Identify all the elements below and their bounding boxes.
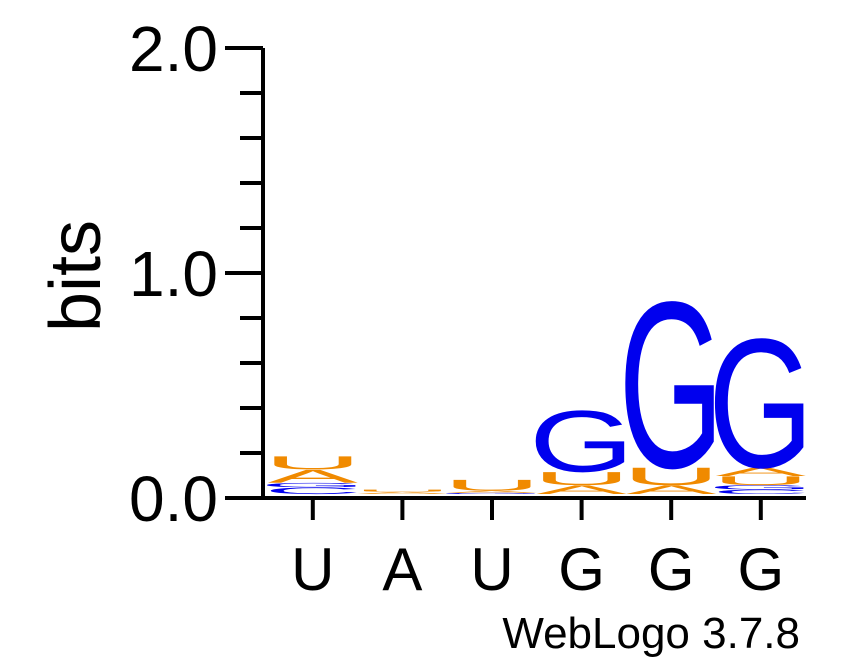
logo-letter-G: G <box>619 252 724 517</box>
y-tick-label: 0.0 <box>129 463 218 535</box>
logo-letter-G: G <box>439 493 544 495</box>
x-tick-label: G <box>648 536 695 603</box>
logo-letter-G: G <box>708 484 813 491</box>
logo-letter-C: C <box>264 486 362 496</box>
y-axis-tick-labels: 0.0 1.0 2.0 <box>129 13 218 535</box>
x-tick-label: A <box>382 536 422 603</box>
logo-letter-U: U <box>622 462 720 490</box>
y-tick-label: 2.0 <box>129 13 218 85</box>
x-tick-label: G <box>737 536 784 603</box>
logo-letter-G: G <box>708 302 813 507</box>
y-tick-label: 1.0 <box>129 238 218 310</box>
weblogo-version-label: WebLogo 3.7.8 <box>502 609 800 658</box>
logo-letter-A: A <box>626 483 716 497</box>
logo-letter-U: U <box>353 489 451 492</box>
x-tick-label: U <box>291 536 334 603</box>
logo-letter-A: A <box>536 483 626 497</box>
x-axis-ticks <box>310 498 763 520</box>
y-axis-ticks <box>225 46 263 500</box>
logo-letter-U: U <box>533 468 631 489</box>
logo-letter-U: U <box>264 452 362 473</box>
logo-letter-A: A <box>268 466 359 487</box>
logo-letter-A: A <box>357 491 447 494</box>
logo-letter-C: C <box>712 488 810 495</box>
y-axis-label: bits <box>36 220 116 332</box>
x-tick-label: G <box>558 536 605 603</box>
logo-letter-U: U <box>443 477 541 494</box>
logo-letter-G: G <box>260 482 365 489</box>
logo-letter-G: G <box>529 393 634 490</box>
logo-letter-U: U <box>712 474 810 488</box>
x-tick-label: U <box>470 536 513 603</box>
logo-letter-A: A <box>447 490 537 493</box>
logo-letter-A: A <box>716 465 806 479</box>
